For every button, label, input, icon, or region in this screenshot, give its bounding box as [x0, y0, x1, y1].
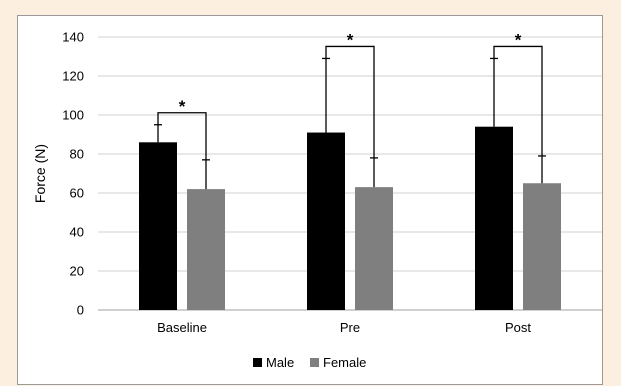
bar-female-pre	[355, 187, 393, 310]
legend: Male Female	[253, 355, 366, 370]
x-tick-label: Post	[505, 320, 531, 335]
y-tick-label: 40	[70, 225, 84, 240]
x-axis-ticks: Baseline Pre Post	[157, 320, 531, 335]
y-axis-title: Force (N)	[32, 144, 48, 203]
significance-star: *	[179, 97, 186, 116]
y-tick-label: 140	[62, 30, 84, 45]
chart-frame: 0 20 40 60 80 100 120 140 Force (N) * * * Baselin…	[17, 15, 603, 385]
y-tick-label: 120	[62, 69, 84, 84]
legend-label-male: Male	[266, 355, 294, 370]
significance-bracket	[325, 45, 375, 158]
legend-swatch-male	[253, 358, 262, 367]
x-tick-label: Pre	[340, 320, 360, 335]
significance-brackets: * * *	[157, 30, 543, 160]
bar-chart: 0 20 40 60 80 100 120 140 Force (N) * * * Baselin…	[32, 30, 602, 370]
significance-star: *	[347, 30, 354, 49]
bar-male-baseline	[139, 142, 177, 310]
significance-bracket	[157, 112, 207, 160]
gridlines	[98, 36, 602, 311]
y-tick-label: 60	[70, 186, 84, 201]
x-tick-label: Baseline	[157, 320, 207, 335]
bars	[139, 126, 561, 310]
y-tick-label: 100	[62, 108, 84, 123]
y-tick-label: 0	[77, 303, 84, 318]
legend-label-female: Female	[323, 355, 366, 370]
bar-female-baseline	[187, 189, 225, 310]
bar-male-post	[475, 126, 513, 310]
y-tick-label: 20	[70, 264, 84, 279]
bar-female-post	[523, 183, 561, 310]
significance-bracket	[493, 45, 543, 156]
y-axis-ticks: 0 20 40 60 80 100 120 140	[62, 30, 84, 318]
y-tick-label: 80	[70, 147, 84, 162]
legend-swatch-female	[310, 358, 319, 367]
significance-star: *	[515, 30, 522, 49]
bar-male-pre	[307, 132, 345, 310]
